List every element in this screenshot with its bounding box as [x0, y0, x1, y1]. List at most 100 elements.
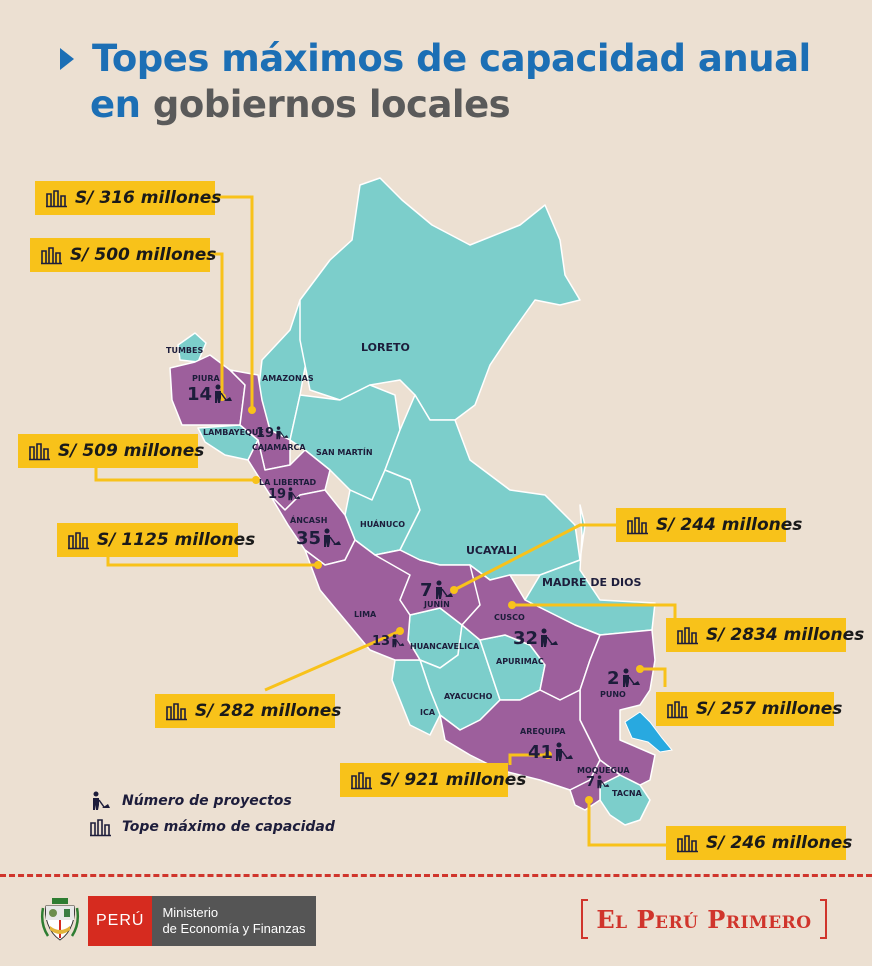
- dot-moquegua: [585, 796, 593, 804]
- label-huancavelica: HUANCAVELICA: [410, 642, 480, 651]
- callout-lima-text: S/ 282 millones: [195, 701, 342, 721]
- projects-puno: 2: [607, 668, 642, 688]
- capacity-icon: [351, 772, 372, 790]
- label-cajamarca: CAJAMARCA: [252, 443, 306, 452]
- projects-moquegua-count: 7: [586, 775, 596, 790]
- ministry-line-1: Ministerio: [162, 905, 219, 920]
- brand-logo: El Perú Primero: [580, 896, 828, 942]
- label-ica: ICA: [420, 708, 436, 717]
- projects-moquegua: 7: [586, 775, 611, 789]
- worker-icon: [215, 384, 233, 403]
- capacity-icon: [677, 627, 698, 645]
- label-madre-de-dios: MADRE DE DIOS: [542, 576, 642, 589]
- footer-divider: [0, 874, 872, 877]
- title-line-1: Topes máximos de capacidad anual: [92, 37, 811, 80]
- projects-arequipa: 41: [528, 742, 575, 762]
- projects-la-libertad: 19: [268, 487, 302, 501]
- region-tumbes: [177, 332, 207, 363]
- capacity-icon: [627, 517, 648, 535]
- dot-cajamarca: [248, 406, 256, 414]
- callout-ancash-text: S/ 1125 millones: [97, 530, 256, 550]
- projects-junin: 7: [420, 580, 455, 600]
- legend-capacity-label: Tope máximo de capacidad: [122, 819, 335, 835]
- lake-titicaca: [624, 711, 673, 753]
- title-line-2-b: gobiernos locales: [152, 83, 511, 126]
- worker-icon: [435, 580, 453, 599]
- label-ucayali: UCAYALI: [466, 544, 517, 557]
- title-line-2: en gobiernos locales: [60, 82, 811, 128]
- brand-frame: [581, 899, 827, 939]
- callout-cusco-text: S/ 2834 millones: [706, 625, 865, 645]
- worker-icon: [622, 668, 640, 687]
- projects-ancash: 35: [296, 528, 343, 548]
- projects-cusco: 32: [513, 628, 560, 648]
- capacity-icon: [677, 835, 698, 853]
- ministry-name: Ministerio de Economía y Finanzas: [152, 896, 316, 946]
- label-puno: PUNO: [600, 690, 626, 699]
- callout-la-libertad-text: S/ 509 millones: [58, 441, 205, 461]
- dot-puno: [636, 665, 644, 673]
- callout-ancash: S/ 1125 millones: [57, 523, 255, 557]
- label-ancash: ÁNCASH: [290, 516, 328, 525]
- callout-arequipa-text: S/ 921 millones: [380, 770, 527, 790]
- worker-icon: [93, 791, 110, 810]
- callout-piura-text: S/ 500 millones: [70, 245, 217, 265]
- worker-icon: [288, 487, 301, 501]
- projects-arequipa-count: 41: [528, 742, 554, 763]
- coat-of-arms-icon: [40, 898, 80, 941]
- label-junin: JUNÍN: [424, 600, 450, 609]
- connector-junin: [453, 523, 620, 592]
- projects-piura: 14: [187, 384, 234, 404]
- worker-icon: [276, 426, 289, 440]
- callout-arequipa: S/ 921 millones: [340, 763, 526, 797]
- dot-junin: [450, 586, 458, 594]
- callout-puno: S/ 257 millones: [656, 692, 842, 726]
- legend-projects-label: Número de proyectos: [122, 793, 292, 809]
- label-arequipa: AREQUIPA: [520, 727, 566, 736]
- callout-lima: S/ 282 millones: [155, 694, 341, 728]
- label-loreto: LORETO: [361, 341, 410, 354]
- worker-icon: [597, 775, 610, 789]
- label-tacna: TACNA: [612, 789, 642, 798]
- connector-moquegua: [587, 800, 668, 847]
- connector-puno: [640, 667, 667, 687]
- title-arrow-icon: [60, 48, 74, 70]
- dot-la-libertad: [252, 476, 260, 484]
- dot-lima: [396, 627, 404, 635]
- ministry-line-2: de Economía y Finanzas: [162, 921, 306, 936]
- capacity-icon: [166, 703, 187, 721]
- projects-cusco-count: 32: [513, 628, 539, 649]
- legend-capacity: Tope máximo de capacidad: [88, 814, 335, 840]
- callout-moquegua-text: S/ 246 millones: [706, 833, 853, 853]
- worker-icon: [541, 628, 559, 647]
- label-piura: PIURA: [192, 374, 220, 383]
- label-huanuco: HUÁNUCO: [360, 520, 405, 529]
- projects-ancash-count: 35: [296, 528, 322, 549]
- capacity-icon: [68, 532, 89, 550]
- label-lima: LIMA: [354, 610, 377, 619]
- worker-icon: [324, 528, 342, 547]
- projects-junin-count: 7: [420, 580, 433, 601]
- title-line-2-a: en: [90, 83, 141, 126]
- callout-cajamarca: S/ 316 millones: [35, 181, 221, 215]
- label-cusco: CUSCO: [494, 613, 525, 622]
- label-tumbes: TUMBES: [166, 346, 204, 355]
- label-amazonas: AMAZONAS: [262, 374, 314, 383]
- label-la-libertad: LA LIBERTAD: [259, 478, 317, 487]
- projects-cajamarca: 19: [256, 426, 290, 440]
- connector-lima: [264, 629, 401, 692]
- callout-junin-text: S/ 244 millones: [656, 515, 803, 535]
- connector-arequipa: [508, 753, 548, 765]
- dot-ancash: [314, 561, 322, 569]
- callout-cajamarca-text: S/ 316 millones: [75, 188, 222, 208]
- capacity-icon: [667, 701, 688, 719]
- region-ica: [391, 659, 441, 736]
- ministry-logo: PERÚ Ministerio de Economía y Finanzas: [40, 896, 316, 946]
- legend-projects: Número de proyectos: [88, 788, 335, 814]
- capacity-icon: [29, 443, 50, 461]
- region-loreto: [299, 177, 581, 421]
- callout-piura: S/ 500 millones: [30, 238, 216, 272]
- dot-arequipa: [544, 751, 552, 759]
- projects-lima: 13: [372, 634, 406, 648]
